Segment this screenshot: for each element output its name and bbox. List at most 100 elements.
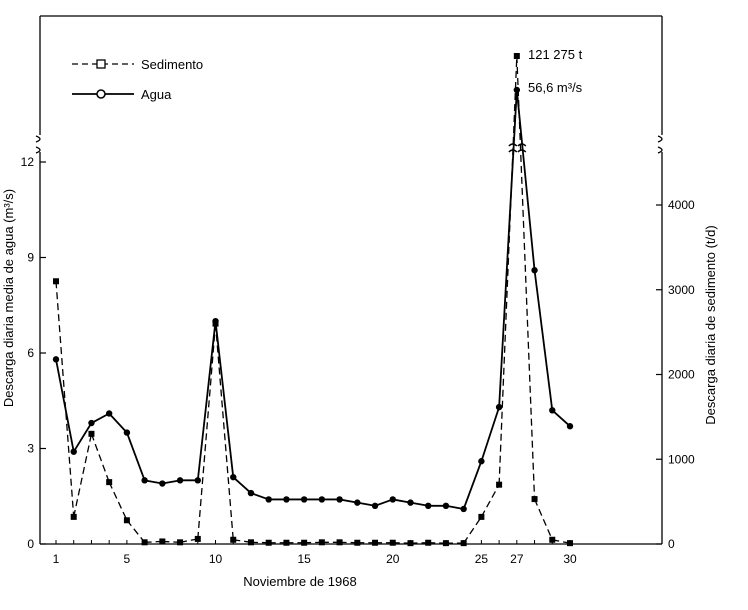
- series-sedimento-point: [266, 540, 272, 546]
- series-agua-point: [159, 480, 165, 486]
- y-left-tick-label: 0: [27, 537, 34, 551]
- series-agua-segment: [198, 321, 216, 480]
- x-tick-label: 15: [297, 552, 311, 566]
- legend-label-sedimento: Sedimento: [141, 57, 203, 72]
- plot-frame: [36, 16, 662, 544]
- series-sedimento-point: [301, 540, 307, 546]
- y-left-tick-label: 6: [27, 346, 34, 360]
- legend-label-agua: Agua: [141, 87, 172, 102]
- series-agua-point: [301, 496, 307, 502]
- series-sedimento-point: [159, 538, 165, 544]
- series-sedimento-segment: [464, 517, 482, 543]
- series-agua-point: [336, 496, 342, 502]
- series-sedimento-point: [567, 540, 573, 546]
- legend: [72, 60, 134, 98]
- series-sedimento-point: [425, 540, 431, 546]
- series-sedimento-point: [354, 540, 360, 546]
- series-sedimento-point: [443, 540, 449, 546]
- series-sedimento-point: [230, 537, 236, 543]
- series-agua-segment: [127, 433, 145, 481]
- series-sedimento-point: [514, 53, 520, 59]
- series-agua-point: [248, 490, 254, 496]
- series-agua-point: [567, 423, 573, 429]
- series-sedimento-segment: [535, 499, 553, 540]
- y-right-tick-label: 1000: [668, 452, 695, 466]
- series-agua-point: [88, 420, 94, 426]
- series-agua-segment: [233, 477, 251, 493]
- series-agua-point: [212, 318, 218, 324]
- series-agua-segment: [216, 321, 234, 477]
- series-agua-segment: [56, 359, 74, 451]
- series-sedimento-point: [461, 540, 467, 546]
- series-agua-point: [514, 87, 520, 93]
- y-right-tick-label: 0: [668, 537, 675, 551]
- series-agua-segment: [464, 461, 482, 509]
- series-sedimento-segment: [198, 324, 216, 539]
- series-agua-segment: [552, 410, 570, 426]
- series-agua-point: [124, 429, 130, 435]
- series-agua-segment: [517, 90, 535, 270]
- series-sedimento-segment: [499, 56, 517, 485]
- y-axis-right-label: Descarga diaria de sedimento (t/d): [703, 225, 718, 424]
- series-agua-point: [265, 496, 271, 502]
- series-agua-point: [407, 499, 413, 505]
- y-left-tick-label: 3: [27, 442, 34, 456]
- x-tick-label: 30: [563, 552, 577, 566]
- series-sedimento-point: [549, 537, 555, 543]
- annotation-agua-peak: 56,6 m³/s: [528, 80, 583, 95]
- series-agua-point: [460, 506, 466, 512]
- series-agua-point: [496, 404, 502, 410]
- series-agua-point: [478, 458, 484, 464]
- x-tick-label: 10: [209, 552, 223, 566]
- series-sedimento-point: [337, 539, 343, 545]
- series-agua-point: [443, 503, 449, 509]
- legend-marker-sedimento: [97, 60, 105, 68]
- x-tick-label: 27: [510, 552, 524, 566]
- series-sedimento-point: [177, 539, 183, 545]
- series-agua-point: [106, 410, 112, 416]
- series-sedimento-segment: [216, 324, 234, 540]
- series-sedimento-point: [478, 514, 484, 520]
- x-tick-label: 5: [124, 552, 131, 566]
- series-agua-point: [53, 356, 59, 362]
- series-agua-point: [372, 503, 378, 509]
- series-agua-point: [390, 496, 396, 502]
- series-sedimento-segment: [481, 485, 499, 517]
- series-sedimento-point: [319, 539, 325, 545]
- series-sedimento-point: [142, 539, 148, 545]
- series-sedimento-point: [532, 496, 538, 502]
- series-agua-segment: [481, 407, 499, 461]
- series-agua-point: [354, 499, 360, 505]
- series-agua-point: [195, 477, 201, 483]
- series-sedimento-point: [195, 536, 201, 542]
- series-agua-point: [319, 496, 325, 502]
- series-agua-point: [141, 477, 147, 483]
- series-sedimento-point: [88, 431, 94, 437]
- series-agua-point: [71, 448, 77, 454]
- x-axis-label: Noviembre de 1968: [243, 574, 356, 589]
- series-agua-point: [425, 503, 431, 509]
- series-sedimento-segment: [109, 482, 127, 520]
- y-right-tick-label: 2000: [668, 368, 695, 382]
- y-left-tick-label: 9: [27, 251, 34, 265]
- series-agua-point: [177, 477, 183, 483]
- series-sedimento-point: [496, 482, 502, 488]
- series-sedimento-point: [390, 540, 396, 546]
- y-left-tick-label: 12: [21, 155, 35, 169]
- series-agua-point: [549, 407, 555, 413]
- series-agua-segment: [109, 413, 127, 432]
- annotation-sedimento-peak: 121 275 t: [528, 47, 583, 62]
- series-sedimento-point: [53, 278, 59, 284]
- series-sedimento-point: [372, 540, 378, 546]
- left-axis-break: [36, 136, 40, 153]
- x-tick-label: 25: [475, 552, 489, 566]
- series-layer: [53, 53, 573, 546]
- y-right-tick-label: 4000: [668, 198, 695, 212]
- y-right-tick-label: 3000: [668, 283, 695, 297]
- series-agua-segment: [499, 90, 517, 407]
- y-axis-left-label: Descarga diaria media de agua (m³/s): [1, 189, 16, 407]
- series-sedimento-point: [124, 517, 130, 523]
- series-sedimento-point: [248, 539, 254, 545]
